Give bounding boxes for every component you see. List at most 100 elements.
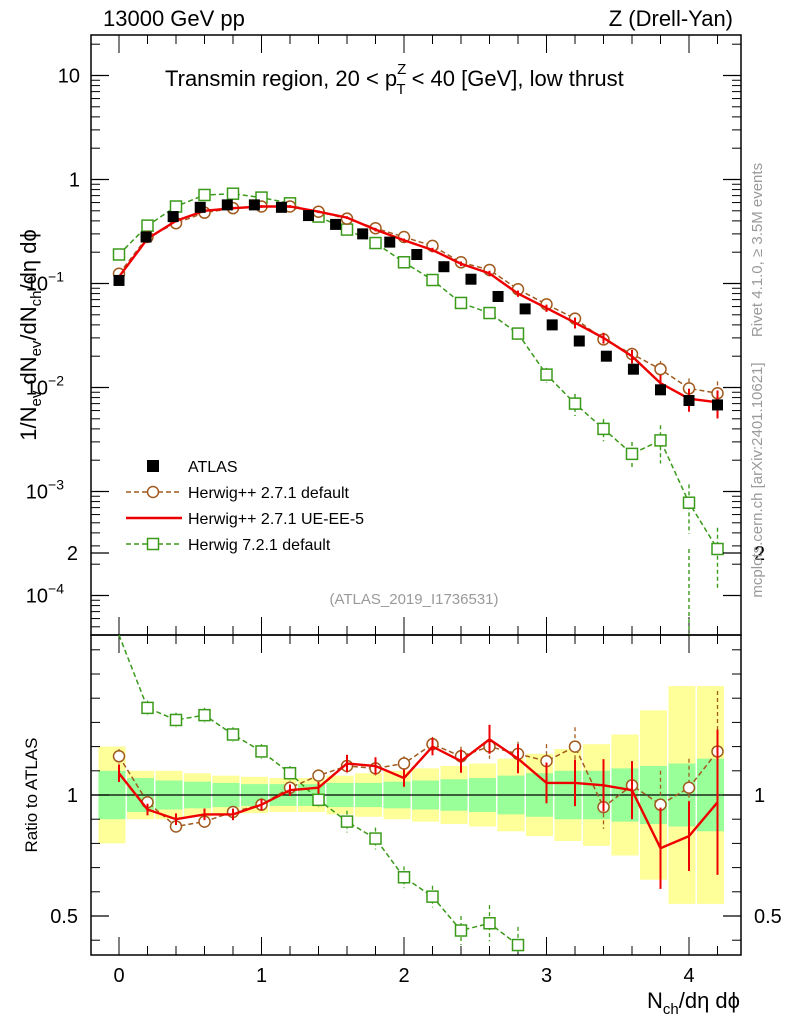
ratio-herwigpp-default-point bbox=[112, 750, 126, 763]
herwig721-point bbox=[483, 306, 496, 320]
ratio-y-tick-label: 0.5 bbox=[50, 906, 78, 928]
ratio-herwig721-point bbox=[312, 793, 325, 807]
legend-label: ATLAS bbox=[188, 459, 238, 476]
ratio-herwig721-point bbox=[483, 917, 496, 930]
legend-marker-herwig721 bbox=[146, 537, 160, 551]
legend-entry: Herwig 7.2.1 default bbox=[126, 537, 331, 554]
atlas-data-point bbox=[465, 273, 477, 285]
atlas-data-point bbox=[519, 303, 531, 315]
atlas-data-point bbox=[655, 384, 666, 396]
title-sup: Z bbox=[397, 61, 406, 78]
herwig721-line bbox=[118, 192, 719, 550]
herwig721-point bbox=[625, 447, 639, 461]
ratio-herwigpp-default-line bbox=[118, 743, 719, 828]
atlas-data-point bbox=[411, 249, 423, 261]
ratio-herwig721-point bbox=[369, 832, 382, 845]
ratio-herwig721-point bbox=[397, 871, 411, 884]
legend-label: Herwig++ 2.7.1 UE-EE-5 bbox=[188, 511, 364, 528]
ratio-herwig721-point bbox=[169, 713, 183, 727]
atlas-data-point bbox=[248, 199, 260, 211]
herwig721-point bbox=[711, 542, 724, 556]
y-tick-label: 10−3 bbox=[26, 477, 64, 504]
y-tick-label: 10−2 bbox=[26, 373, 64, 400]
title-sub: T bbox=[396, 81, 405, 98]
x-label-main: N bbox=[647, 988, 663, 1013]
atlas-data-point bbox=[357, 228, 369, 240]
herwig721-point bbox=[226, 187, 240, 200]
ratio-y-axis-label: Ratio to ATLAS bbox=[22, 738, 41, 853]
analysis-watermark: (ATLAS_2019_I1736531) bbox=[329, 591, 498, 608]
header-left: 13000 GeV pp bbox=[103, 6, 245, 31]
rivet-version-label: Rivet 4.1.0, ≥ 3.5M events bbox=[749, 163, 766, 337]
atlas-data-point bbox=[330, 218, 342, 230]
main-y-axis-label: 1/Nev dNev/dNch/dη dϕ bbox=[16, 229, 45, 441]
herwigpp-ueee5-line bbox=[118, 205, 718, 404]
main-plot-title: Transmin region, 20 < pZ T < 40 [GeV], lo… bbox=[165, 61, 624, 98]
atlas-data-point bbox=[113, 274, 125, 286]
atlas-data-point bbox=[546, 319, 558, 331]
y-tick-label: 10−4 bbox=[26, 581, 64, 608]
atlas-data-point bbox=[438, 261, 450, 273]
x-tick-label: 3 bbox=[541, 965, 552, 987]
herwig721-point bbox=[369, 236, 382, 250]
herwig721-point bbox=[454, 296, 468, 310]
ratio-y-tick-label: 2 bbox=[67, 543, 78, 565]
header-right: Z (Drell-Yan) bbox=[609, 6, 733, 31]
title-post: < 40 [GeV], low thrust bbox=[405, 66, 623, 91]
legend-label: Herwig 7.2.1 default bbox=[188, 537, 331, 554]
x-tick-label: 1 bbox=[256, 965, 267, 987]
legend-marker-herwigpp-default bbox=[146, 485, 160, 499]
x-tick-label: 0 bbox=[113, 965, 124, 987]
ratio-herwig721-point bbox=[141, 701, 154, 715]
x-label-sub: ch bbox=[663, 1001, 679, 1018]
ratio-y-tick-label-right: 1 bbox=[754, 785, 765, 807]
herwig721-point bbox=[597, 422, 610, 436]
ratio-herwigpp-default-point bbox=[397, 757, 411, 770]
ratio-herwigpp-default-point bbox=[682, 781, 696, 794]
atlas-data-point bbox=[167, 211, 179, 223]
atlas-data-point bbox=[275, 201, 287, 213]
ratio-herwig721-point bbox=[198, 708, 211, 722]
ratio-herwig721-point bbox=[283, 766, 297, 780]
atlas-data-point bbox=[384, 236, 396, 248]
herwigpp-default-line bbox=[118, 205, 718, 395]
ratio-y-tick-label-right: 2 bbox=[754, 543, 765, 565]
herwig721-point bbox=[511, 327, 525, 340]
herwig721-point bbox=[169, 200, 183, 213]
atlas-data-point bbox=[221, 199, 233, 211]
herwig721-point bbox=[397, 256, 411, 269]
x-tick-label: 4 bbox=[683, 965, 694, 987]
ratio-y-tick-label: 1 bbox=[67, 785, 78, 807]
atlas-data-point bbox=[492, 290, 504, 302]
atlas-data-point bbox=[573, 335, 585, 347]
title-pre: Transmin region, 20 < p bbox=[165, 66, 397, 91]
legend-marker-atlas bbox=[147, 460, 159, 472]
atlas-data-point bbox=[600, 350, 612, 362]
herwig721-point bbox=[568, 397, 582, 410]
ratio-herwig721-point bbox=[426, 890, 439, 903]
atlas-data-point bbox=[683, 394, 695, 406]
y-tick-label: 10−1 bbox=[26, 269, 64, 296]
atlas-data-point bbox=[140, 231, 152, 243]
ratio-herwig721-point bbox=[226, 728, 240, 741]
ratio-herwigpp-default-point bbox=[312, 769, 325, 782]
legend-label: Herwig++ 2.7.1 default bbox=[188, 485, 350, 502]
legend-entry: Herwig++ 2.7.1 UE-EE-5 bbox=[126, 511, 364, 528]
herwig721-point bbox=[540, 368, 553, 381]
x-tick-label: 2 bbox=[398, 965, 409, 987]
y-tick-label: 1 bbox=[69, 170, 80, 192]
y-tick-label: 10 bbox=[58, 66, 80, 88]
mcplots-label: mcplots.cern.ch [arXiv:2401.10621] bbox=[749, 362, 766, 597]
legend-entry: Herwig++ 2.7.1 default bbox=[126, 485, 350, 502]
x-axis-label: Nch/dη dϕ bbox=[647, 988, 740, 1018]
ratio-y-tick-label-right: 0.5 bbox=[754, 906, 782, 928]
herwig721-point bbox=[426, 273, 439, 287]
herwig721-point bbox=[141, 219, 154, 232]
legend-entry: ATLAS bbox=[147, 459, 238, 476]
herwig721-point bbox=[682, 496, 696, 509]
ratio-herwig721-point bbox=[454, 924, 468, 937]
herwig721-point bbox=[340, 223, 354, 236]
ratio-herwigpp-default-point bbox=[568, 740, 582, 753]
herwigpp-default-point bbox=[654, 362, 667, 376]
